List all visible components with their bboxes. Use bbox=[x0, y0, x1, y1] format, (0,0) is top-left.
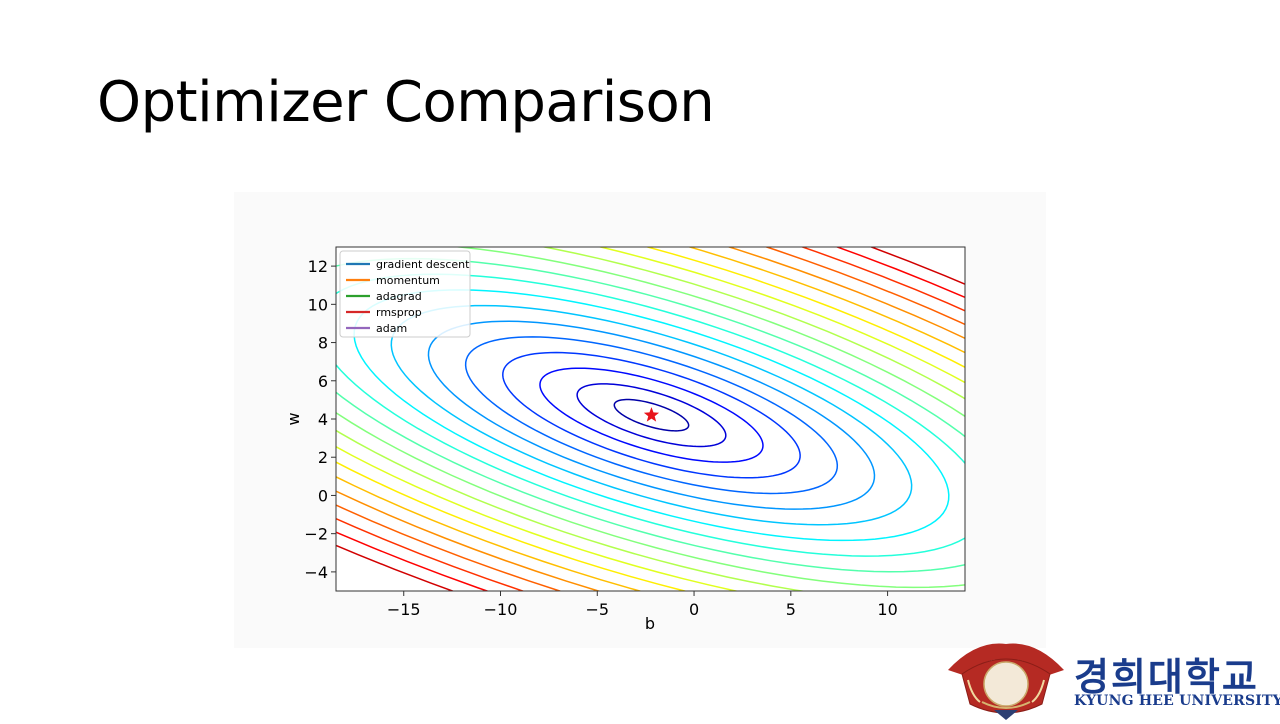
legend-label: momentum bbox=[376, 274, 440, 287]
contour-level-13 bbox=[336, 247, 965, 591]
contour-level-2 bbox=[576, 383, 727, 448]
y-tick-label: −4 bbox=[304, 563, 328, 582]
contour-level-5 bbox=[464, 336, 839, 495]
y-tick-label: 12 bbox=[308, 257, 328, 276]
x-tick-label: −10 bbox=[484, 600, 518, 619]
contour-level-12 bbox=[336, 247, 965, 591]
x-tick-label: 10 bbox=[877, 600, 897, 619]
contour-level-10 bbox=[336, 257, 965, 573]
y-tick-label: 6 bbox=[318, 372, 328, 391]
minimum-star-icon bbox=[643, 407, 660, 422]
university-logo: 경희대학교 KYUNG HEE UNIVERSITY bbox=[946, 640, 1280, 720]
y-axis-ticks: −4 −2 0 2 4 6 8 10 12 bbox=[304, 257, 336, 582]
minimum-star bbox=[643, 407, 660, 422]
y-tick-label: 10 bbox=[308, 295, 328, 314]
contour-level-3 bbox=[539, 367, 764, 463]
contour-level-6 bbox=[427, 320, 876, 510]
contour-level-4 bbox=[502, 351, 801, 479]
legend-box bbox=[339, 250, 471, 338]
contour-chart: −15 −10 −5 0 5 10 −4 −2 0 2 4 6 8 10 12 b w gradient … bbox=[284, 246, 966, 633]
slide-title: Optimizer Comparison bbox=[97, 70, 715, 135]
contour-level-9 bbox=[336, 273, 965, 557]
legend-label: gradient descent bbox=[376, 258, 470, 271]
x-axis-label: b bbox=[645, 614, 655, 633]
contour-lines bbox=[336, 247, 965, 591]
y-tick-label: 0 bbox=[318, 486, 328, 505]
legend-label: adagrad bbox=[376, 290, 422, 303]
x-tick-label: 5 bbox=[786, 600, 796, 619]
logo-english-name: KYUNG HEE UNIVERSITY bbox=[1074, 693, 1280, 709]
x-tick-label: 0 bbox=[689, 600, 699, 619]
logo-korean-name: 경희대학교 bbox=[1074, 655, 1259, 699]
legend-label: adam bbox=[376, 322, 407, 335]
legend-label: rmsprop bbox=[376, 306, 422, 319]
contour-level-14 bbox=[336, 247, 965, 591]
y-tick-label: −2 bbox=[304, 525, 328, 544]
contour-level-1 bbox=[613, 398, 690, 432]
y-tick-label: 4 bbox=[318, 410, 328, 429]
y-tick-label: 2 bbox=[318, 448, 328, 467]
y-axis-label: w bbox=[284, 412, 303, 425]
x-tick-label: −15 bbox=[387, 600, 421, 619]
university-seal-icon bbox=[948, 643, 1064, 720]
contour-level-11 bbox=[336, 247, 965, 589]
y-tick-label: 8 bbox=[318, 334, 328, 353]
x-axis-ticks: −15 −10 −5 0 5 10 bbox=[387, 591, 898, 619]
legend: gradient descent momentum adagrad rmsprop ad… bbox=[339, 250, 471, 338]
figure-panel: −15 −10 −5 0 5 10 −4 −2 0 2 4 6 8 10 12 b w gradient … bbox=[234, 192, 1046, 648]
x-tick-label: −5 bbox=[585, 600, 609, 619]
